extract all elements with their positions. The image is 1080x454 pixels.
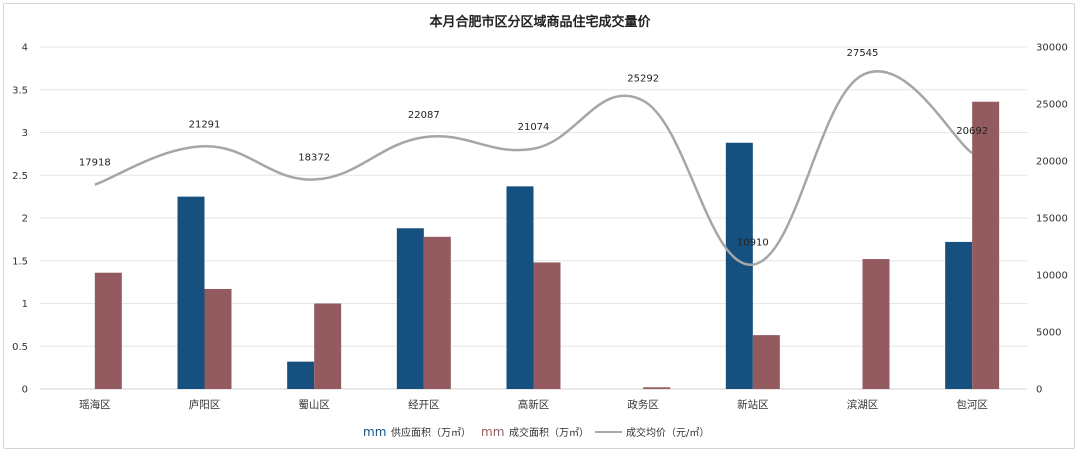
price-data-label: 18372 — [298, 153, 330, 164]
category-label: 瑶海区 — [79, 398, 111, 411]
price-data-label: 21074 — [518, 122, 550, 133]
left-tick-label: 4 — [22, 43, 28, 54]
price-data-label: 22087 — [408, 110, 440, 121]
price-data-label: 10910 — [737, 238, 769, 249]
chart-title: 本月合肥市区分区域商品住宅成交量价 — [429, 14, 651, 30]
legend-supply-label: 供应面积（万㎡） — [391, 426, 471, 439]
category-label: 包河区 — [956, 398, 988, 411]
price-data-label: 21291 — [189, 119, 221, 130]
legend-deal-marker: mm — [481, 425, 504, 439]
right-tick-label: 15000 — [1036, 214, 1068, 225]
bar-supply — [725, 142, 753, 389]
bar-deal — [314, 303, 342, 389]
bar-deal — [643, 387, 671, 389]
left-tick-label: 2.5 — [12, 171, 28, 182]
left-tick-label: 1 — [22, 299, 28, 310]
bar-deal — [752, 335, 780, 389]
right-tick-label: 20000 — [1036, 157, 1068, 168]
left-tick-label: 2 — [22, 214, 28, 225]
category-label: 蜀山区 — [298, 399, 330, 411]
right-tick-label: 30000 — [1036, 43, 1068, 54]
bar-deal — [423, 236, 451, 389]
right-tick-label: 5000 — [1036, 328, 1061, 339]
right-tick-label: 10000 — [1036, 271, 1068, 282]
bar-supply — [177, 196, 205, 389]
price-data-label: 20692 — [956, 126, 988, 137]
category-label: 滨湖区 — [847, 398, 879, 411]
bar-deal — [204, 288, 232, 389]
left-tick-label: 3 — [22, 128, 28, 139]
price-data-label: 25292 — [627, 74, 659, 85]
category-label: 政务区 — [627, 398, 659, 411]
left-axis-ticks: 0 0.5 1 1.5 2 2.5 3 3.5 4 — [12, 43, 28, 396]
bar-deal — [862, 259, 890, 389]
legend: mm 供应面积（万㎡） mm 成交面积（万㎡） 成交均价（元/㎡） — [363, 425, 709, 439]
bar-deal — [94, 272, 122, 389]
legend-deal-label: 成交面积（万㎡） — [509, 426, 589, 439]
right-tick-label: 0 — [1036, 385, 1042, 396]
bar-supply — [287, 361, 315, 389]
price-line: 17918 21291 18372 22087 21074 25292 10910 27545… — [79, 48, 988, 266]
legend-supply-marker: mm — [363, 425, 386, 439]
price-data-label: 27545 — [847, 48, 879, 59]
bar-supply — [506, 186, 534, 389]
price-line-path — [94, 70, 973, 266]
left-tick-label: 0 — [22, 385, 28, 396]
category-label: 高新区 — [518, 398, 550, 411]
bar-supply — [945, 241, 973, 389]
category-label: 庐阳区 — [189, 398, 221, 411]
category-label: 新站区 — [737, 398, 769, 411]
left-tick-label: 0.5 — [12, 342, 28, 353]
left-tick-label: 1.5 — [12, 256, 28, 267]
left-tick-label: 3.5 — [12, 85, 28, 96]
bar-deal — [533, 262, 561, 389]
bar-deal — [972, 101, 1000, 389]
legend-price-label: 成交均价（元/㎡） — [626, 426, 709, 439]
right-tick-label: 25000 — [1036, 100, 1068, 111]
category-label: 经开区 — [408, 398, 440, 411]
bar-supply — [396, 228, 424, 389]
price-data-label: 17918 — [79, 158, 111, 169]
bars — [94, 101, 1000, 389]
right-axis-ticks: 0 5000 10000 15000 20000 25000 30000 — [1036, 43, 1068, 396]
category-labels: 瑶海区 庐阳区 蜀山区 经开区 高新区 政务区 新站区 滨湖区 包河区 — [79, 398, 988, 411]
